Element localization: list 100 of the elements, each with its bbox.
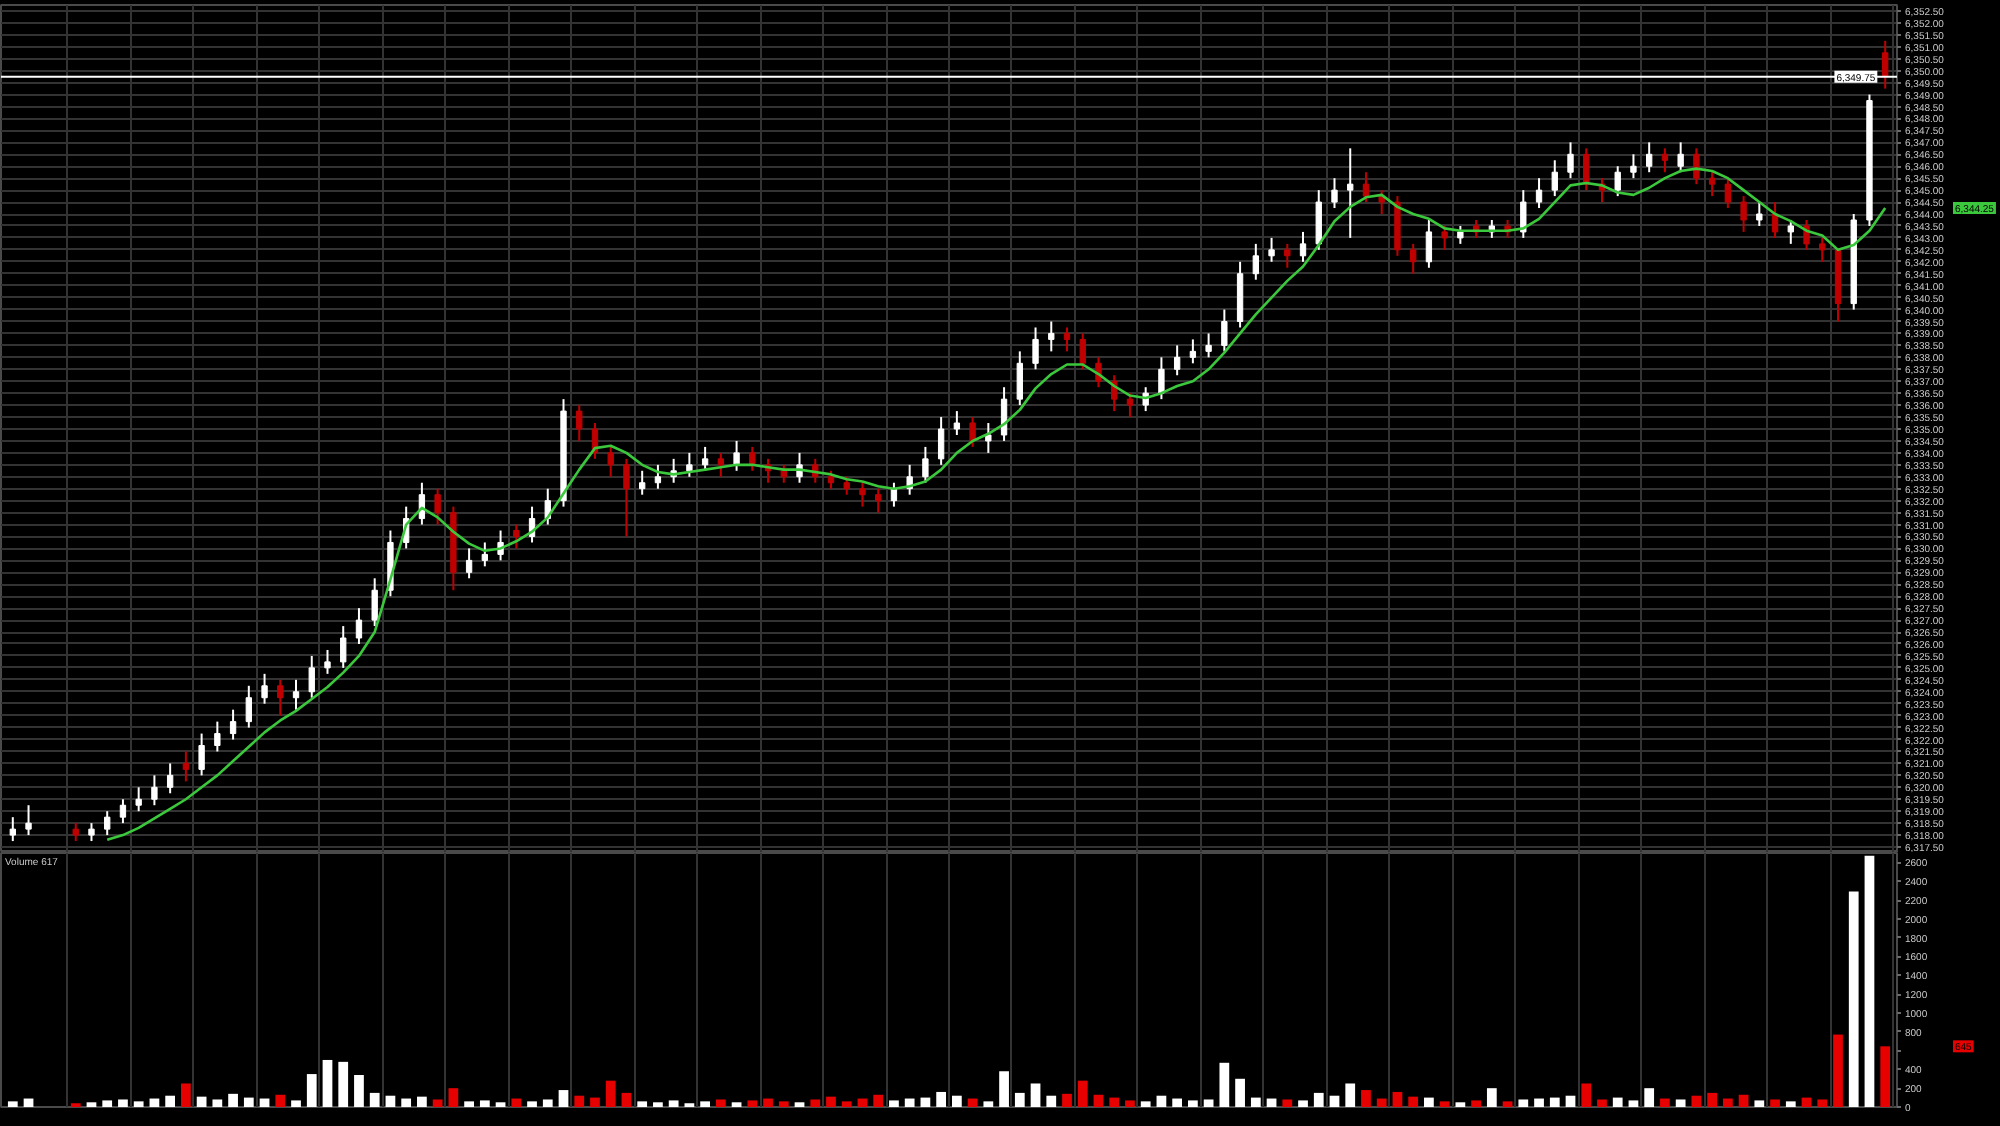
candlestick — [701, 445, 709, 472]
bar — [354, 1075, 364, 1107]
candlestick — [1708, 171, 1716, 198]
candlestick — [434, 487, 441, 526]
bar — [181, 1083, 191, 1107]
candlestick — [1771, 201, 1779, 239]
bar — [778, 1101, 789, 1107]
bar — [133, 1101, 144, 1107]
candlestick — [654, 463, 662, 490]
candlestick — [1236, 260, 1244, 329]
candlestick — [1048, 320, 1055, 353]
bar — [464, 1101, 474, 1107]
bar — [700, 1101, 710, 1107]
bar — [1345, 1083, 1356, 1107]
bar — [1250, 1097, 1261, 1107]
bar — [1707, 1092, 1717, 1107]
candlestick — [198, 732, 205, 777]
candlestick — [749, 445, 756, 472]
candlestick — [1378, 189, 1385, 216]
candlestick — [1252, 242, 1259, 281]
bar — [1188, 1100, 1198, 1107]
candlestick — [1819, 236, 1826, 263]
candlestick — [1677, 141, 1684, 174]
candlestick — [1347, 147, 1354, 239]
candlestick — [1032, 326, 1039, 371]
bar — [983, 1101, 994, 1107]
bar — [1581, 1083, 1592, 1107]
bar — [1817, 1099, 1828, 1107]
bar — [841, 1101, 852, 1107]
candlestick — [355, 607, 363, 645]
bar — [165, 1095, 176, 1107]
bar — [668, 1100, 679, 1107]
candlestick — [182, 750, 190, 783]
bar — [1408, 1096, 1419, 1107]
bar — [1691, 1095, 1702, 1107]
bar — [1722, 1098, 1733, 1107]
candlestick — [1299, 230, 1307, 263]
bar — [1361, 1090, 1371, 1107]
bar — [1014, 1092, 1025, 1107]
candlestick — [277, 678, 284, 717]
candlestick — [1016, 350, 1023, 407]
bar — [1833, 1034, 1843, 1107]
bar — [1880, 1046, 1891, 1107]
bar — [306, 1074, 317, 1107]
bar — [479, 1100, 490, 1107]
bar — [527, 1101, 537, 1107]
bar — [1612, 1097, 1623, 1107]
candlestick — [1394, 195, 1401, 257]
bar — [1282, 1099, 1293, 1107]
bar — [432, 1099, 443, 1107]
candlestick — [1756, 201, 1763, 227]
candlestick — [135, 786, 142, 813]
bar — [1565, 1095, 1576, 1107]
candlestick — [1535, 177, 1543, 210]
candlestick — [717, 451, 725, 478]
bar — [228, 1093, 238, 1107]
bar — [936, 1091, 947, 1107]
bar — [1093, 1094, 1104, 1107]
bar — [417, 1096, 427, 1107]
candlestick — [733, 439, 740, 472]
bar — [1471, 1100, 1481, 1107]
bar — [904, 1098, 915, 1107]
bar — [448, 1088, 459, 1107]
candlestick — [1567, 141, 1574, 180]
bar — [1376, 1098, 1387, 1107]
candlestick — [922, 445, 929, 484]
candlestick — [1614, 165, 1621, 198]
candlestick — [1882, 39, 1889, 90]
candlestick — [151, 774, 158, 807]
candlestick — [1063, 326, 1071, 353]
candlestick — [953, 410, 961, 436]
candlestick — [985, 422, 992, 454]
candlestick — [1409, 242, 1417, 275]
bar — [873, 1094, 884, 1107]
bar — [1738, 1094, 1749, 1107]
bar — [621, 1092, 632, 1107]
bar — [1392, 1091, 1403, 1107]
bar — [763, 1098, 773, 1107]
bar — [715, 1099, 726, 1107]
candlestick — [104, 810, 111, 837]
bar — [275, 1094, 286, 1107]
bar — [1329, 1095, 1340, 1107]
candlestick — [1205, 332, 1212, 359]
bar — [1125, 1100, 1135, 1107]
bar — [1644, 1088, 1655, 1107]
bar — [605, 1080, 616, 1107]
bar — [1156, 1095, 1167, 1107]
candlestick — [1551, 159, 1558, 198]
bar — [826, 1096, 836, 1107]
bar — [511, 1098, 522, 1107]
bar — [1754, 1100, 1765, 1107]
candlestick — [292, 678, 300, 711]
candlestick — [340, 625, 347, 669]
candlestick — [1661, 147, 1669, 174]
candlestick — [639, 469, 646, 496]
candlestick — [9, 816, 16, 843]
candlestick — [1425, 218, 1433, 269]
candlestick — [324, 648, 331, 675]
bar — [1062, 1093, 1072, 1107]
candlestick — [166, 762, 174, 795]
